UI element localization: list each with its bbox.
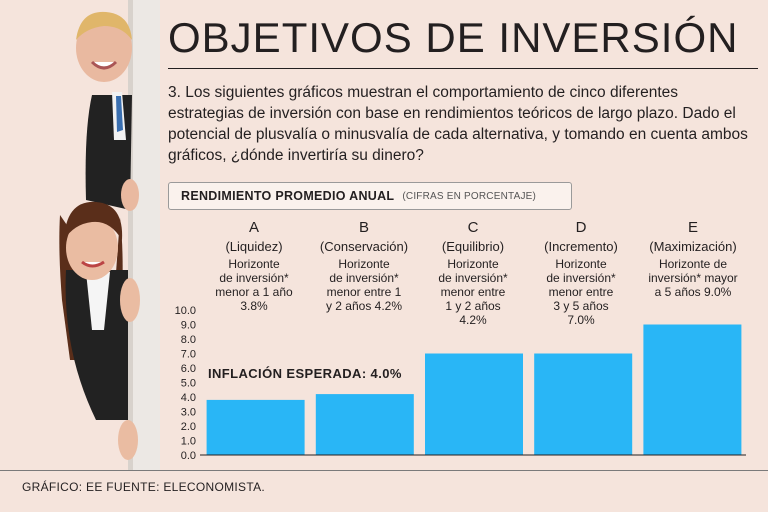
bar-a <box>206 399 305 455</box>
category-line: menor entre 1 <box>326 285 402 299</box>
y-tick-label: 3.0 <box>181 407 196 419</box>
category-line: menor entre <box>548 285 614 299</box>
y-tick-label: 8.0 <box>181 334 196 346</box>
bar-b <box>315 394 414 455</box>
category-line: menor entre <box>440 285 506 299</box>
category-line: 4.2% <box>459 313 487 327</box>
category-line: Horizonte <box>338 257 390 271</box>
category-line: 7.0% <box>567 313 595 327</box>
y-tick-label: 5.0 <box>181 378 196 390</box>
inflation-annotation: INFLACIÓN ESPERADA: 4.0% <box>208 366 402 381</box>
category-name: (Conservación) <box>319 239 409 254</box>
category-line: Horizonte <box>228 257 280 271</box>
category-label-d: D (Incremento) Horizonte de inversión* m… <box>522 218 640 327</box>
category-line: inversión* mayor <box>648 271 738 285</box>
category-line: de inversión* <box>329 271 399 285</box>
footer-divider <box>0 470 768 471</box>
pillar <box>128 0 160 470</box>
category-label-a: A (Liquidez) Horizonte de inversión* men… <box>195 218 313 313</box>
category-label-c: C (Equilibrio) Horizonte de inversión* m… <box>414 218 532 327</box>
category-letter: A <box>248 219 259 236</box>
y-tick-label: 1.0 <box>181 436 196 448</box>
category-line: a 5 años 9.0% <box>654 285 732 299</box>
category-letter: C <box>467 219 479 236</box>
page-title: OBJETIVOS DE INVERSIÓN <box>168 14 739 61</box>
category-line: de inversión* <box>219 271 289 285</box>
woman-figure <box>59 201 140 460</box>
y-tick-label: 4.0 <box>181 392 196 404</box>
chart-header-subtitle: (CIFRAS EN PORCENTAJE) <box>402 190 537 202</box>
category-line: Horizonte <box>447 257 499 271</box>
title-divider <box>168 68 758 69</box>
y-tick-label: 7.0 <box>181 349 196 361</box>
category-line: de inversión* <box>438 271 508 285</box>
people-illustration <box>59 0 160 470</box>
category-name: (Equilibrio) <box>441 239 505 254</box>
bar-c <box>425 353 523 455</box>
category-line: Horizonte <box>555 257 607 271</box>
category-name: (Maximización) <box>649 239 737 254</box>
bar-e <box>643 324 742 455</box>
y-tick-label: 9.0 <box>181 320 196 332</box>
question-text: 3. Los siguientes gráficos muestran el c… <box>168 84 748 164</box>
category-line: 3.8% <box>240 299 268 313</box>
category-letter: B <box>358 219 369 236</box>
footer-credit: GRÁFICO: EE FUENTE: ELECONOMISTA. <box>22 480 266 494</box>
category-line: Horizonte de <box>658 257 728 271</box>
bar-d <box>534 353 633 455</box>
category-line: de inversión* <box>546 271 616 285</box>
category-name: (Incremento) <box>544 239 618 254</box>
category-name: (Liquidez) <box>225 239 283 254</box>
y-tick-label: 2.0 <box>181 421 196 433</box>
chart-header: RENDIMIENTO PROMEDIO ANUAL (CIFRAS EN PO… <box>168 182 572 210</box>
category-line: 3 y 5 años <box>553 299 609 313</box>
category-label-e: E (Maximización) Horizonte de inversión*… <box>634 218 752 299</box>
category-letter: D <box>575 219 587 236</box>
category-line: 1 y 2 años <box>445 299 501 313</box>
y-tick-label: 10.0 <box>175 305 196 317</box>
category-line: y 2 años 4.2% <box>325 299 403 313</box>
y-tick-label: 0.0 <box>181 450 196 462</box>
category-line: menor a 1 año <box>215 285 293 299</box>
y-tick-label: 6.0 <box>181 363 196 375</box>
category-letter: E <box>687 219 698 236</box>
chart-header-title: RENDIMIENTO PROMEDIO ANUAL <box>181 189 395 203</box>
man-figure <box>76 11 139 211</box>
category-label-b: B (Conservación) Horizonte de inversión*… <box>305 218 423 313</box>
